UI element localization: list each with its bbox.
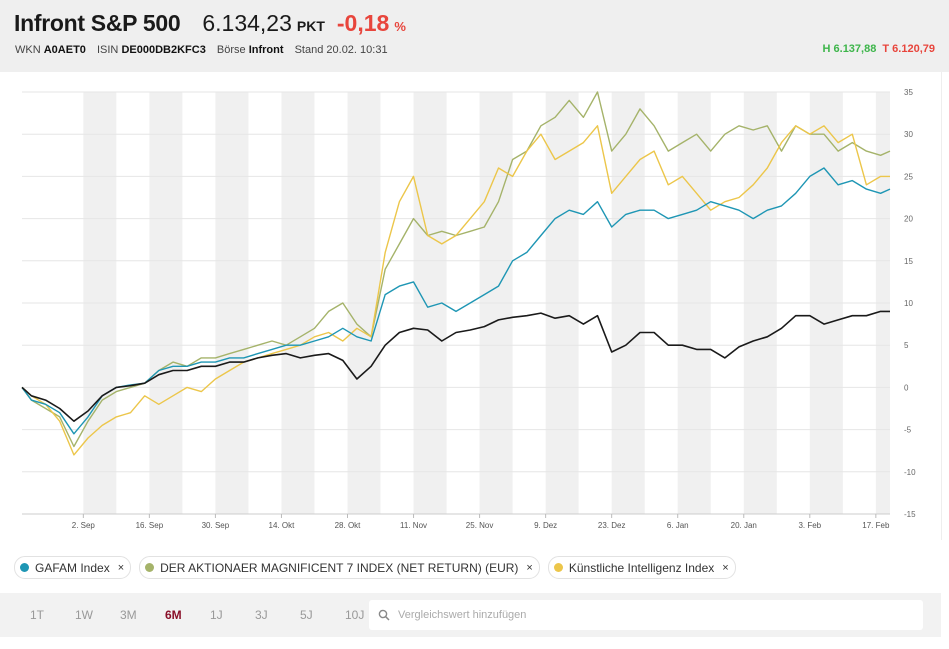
compare-search-input[interactable]: [396, 608, 900, 622]
range-selector: 1T 1W 3M 6M 1J 3J 5J 10J: [30, 608, 390, 622]
y-tick-label: -15: [904, 510, 916, 519]
chart-toolbar: 1T 1W 3M 6M 1J 3J 5J 10J: [0, 593, 941, 637]
y-tick-label: 35: [904, 88, 913, 97]
series-line: [21, 167, 891, 435]
wkn-value: A0AET0: [43, 44, 86, 56]
y-tick-label: 30: [904, 130, 913, 139]
legend: GAFAM Index × DER AKTIONAER MAGNIFICENT …: [14, 556, 736, 579]
x-tick-label: 6. Jan: [667, 521, 689, 530]
range-3m[interactable]: 3M: [120, 608, 137, 622]
x-tick-label: 2. Sep: [72, 521, 96, 530]
security-meta: WKN A0AET0 ISIN DE000DB2KFC3 Börse Infro…: [15, 44, 388, 56]
legend-dot: [145, 563, 155, 572]
price-unit: PKT: [296, 18, 325, 34]
x-tick-label: 25. Nov: [466, 521, 494, 530]
compare-search[interactable]: [369, 600, 923, 630]
exchange-value: Infront: [248, 44, 284, 56]
y-tick-label: 20: [904, 215, 913, 224]
legend-label: DER AKTIONAER MAGNIFICENT 7 INDEX (NET R…: [160, 560, 519, 575]
y-tick-label: 15: [904, 257, 913, 266]
x-tick-label: 16. Sep: [136, 521, 164, 530]
legend-chip-ki-index[interactable]: Künstliche Intelligenz Index ×: [547, 556, 736, 579]
legend-label: GAFAM Index: [35, 560, 110, 575]
range-1j[interactable]: 1J: [210, 608, 223, 622]
exchange-label: Börse: [216, 44, 246, 56]
x-tick-label: 17. Feb: [862, 521, 890, 530]
x-tick-label: 20. Jan: [731, 521, 757, 530]
chart-area[interactable]: 35 30 25 20 15 10 5 0 -5 -10 -15 2. Sep 16. Sep 30. …: [0, 72, 942, 540]
timestamp: Stand 20.02. 10:31: [294, 44, 388, 56]
legend-label: Künstliche Intelligenz Index: [568, 560, 715, 575]
legend-chip-magnificent7[interactable]: DER AKTIONAER MAGNIFICENT 7 INDEX (NET R…: [139, 556, 540, 579]
range-10j[interactable]: 10J: [345, 608, 365, 622]
quote-header: Infront S&P 500 6.134,23 PKT -0,18 % WKN…: [0, 0, 949, 72]
high-low: H 6.137,88 T 6.120,79: [823, 43, 935, 55]
series-line: [21, 310, 890, 423]
range-1w[interactable]: 1W: [75, 608, 93, 622]
x-tick-label: 28. Okt: [335, 521, 362, 530]
current-price: 6.134,23: [202, 10, 292, 36]
x-tick-label: 30. Sep: [202, 521, 230, 530]
remove-icon[interactable]: ×: [722, 561, 729, 574]
percent-sign: %: [394, 19, 406, 34]
range-5j[interactable]: 5J: [300, 608, 313, 622]
y-tick-label: -10: [904, 468, 916, 477]
x-tick-label: 23. Dez: [598, 521, 626, 530]
legend-chip-gafam[interactable]: GAFAM Index ×: [14, 556, 132, 579]
isin-label: ISIN: [96, 44, 119, 56]
remove-icon[interactable]: ×: [526, 561, 533, 574]
series-line: [21, 125, 890, 456]
x-tick-label: 14. Okt: [269, 521, 296, 530]
day-low: T 6.120,79: [882, 43, 935, 55]
wkn-label: WKN: [15, 44, 41, 56]
y-tick-label: -5: [904, 426, 912, 435]
remove-icon[interactable]: ×: [117, 561, 125, 574]
legend-dot: [553, 563, 563, 572]
x-tick-label: 11. Nov: [400, 521, 427, 530]
y-tick-label: 10: [904, 299, 913, 308]
comparison-chart[interactable]: 35 30 25 20 15 10 5 0 -5 -10 -15 2. Sep 16. Sep 30. …: [0, 72, 941, 540]
day-high: H 6.137,88: [822, 43, 877, 55]
isin-value: DE000DB2KFC3: [121, 44, 206, 56]
search-icon: [378, 609, 390, 621]
y-tick-label: 25: [904, 172, 913, 181]
legend-dot: [20, 563, 29, 572]
range-6m[interactable]: 6M: [165, 608, 182, 622]
range-3j[interactable]: 3J: [255, 608, 268, 622]
x-tick-label: 3. Feb: [798, 521, 821, 530]
price-change: -0,18: [336, 10, 390, 36]
title-row: Infront S&P 500 6.134,23 PKT -0,18 %: [14, 10, 406, 37]
index-name: Infront S&P 500: [14, 10, 181, 36]
x-tick-label: 9. Dez: [534, 521, 557, 530]
y-tick-label: 5: [904, 341, 909, 350]
range-1t[interactable]: 1T: [30, 608, 45, 622]
y-tick-label: 0: [904, 383, 909, 392]
